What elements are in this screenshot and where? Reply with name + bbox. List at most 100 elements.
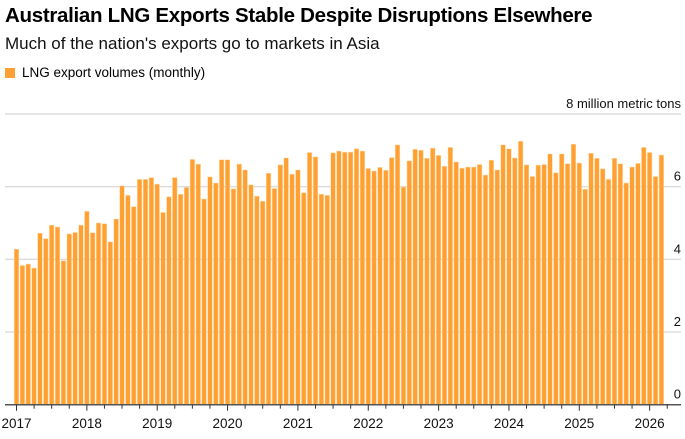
bar bbox=[529, 176, 535, 405]
bar bbox=[142, 179, 149, 405]
bar bbox=[289, 174, 295, 405]
bar bbox=[166, 196, 172, 405]
bar bbox=[101, 223, 107, 405]
chart-subtitle: Much of the nation's exports go to marke… bbox=[5, 34, 380, 53]
bar bbox=[459, 167, 465, 405]
bar bbox=[559, 153, 565, 405]
bar bbox=[547, 153, 553, 405]
y-tick-label: 8 million metric tons bbox=[566, 96, 681, 111]
bar bbox=[635, 163, 641, 405]
bar bbox=[512, 157, 518, 405]
bar bbox=[207, 176, 213, 405]
x-tick-label: 2017 bbox=[1, 416, 31, 431]
bar bbox=[266, 172, 272, 405]
bar bbox=[318, 194, 324, 405]
x-tick-label: 2024 bbox=[494, 416, 525, 431]
bar bbox=[31, 267, 37, 405]
bar bbox=[576, 162, 582, 405]
bar bbox=[588, 152, 594, 405]
bar bbox=[336, 150, 342, 405]
bar bbox=[271, 188, 277, 405]
bar bbox=[225, 159, 231, 405]
bar bbox=[383, 170, 389, 405]
bar bbox=[565, 163, 571, 405]
bar bbox=[348, 151, 354, 405]
bar bbox=[541, 164, 547, 405]
bar bbox=[201, 198, 207, 405]
bar bbox=[131, 206, 137, 405]
bar bbox=[482, 174, 489, 405]
x-tick-label: 2022 bbox=[353, 416, 383, 431]
bar bbox=[353, 148, 360, 405]
y-tick-label: 0 bbox=[674, 387, 681, 402]
bar bbox=[658, 154, 664, 405]
bar bbox=[301, 192, 307, 405]
bar bbox=[330, 152, 336, 405]
bar bbox=[582, 188, 588, 405]
bar bbox=[477, 164, 483, 405]
bar bbox=[600, 168, 606, 405]
bar bbox=[49, 224, 55, 405]
bar bbox=[72, 232, 78, 405]
bar bbox=[178, 194, 184, 405]
bar bbox=[84, 211, 90, 405]
bar bbox=[441, 166, 448, 405]
bar bbox=[189, 159, 195, 405]
bar bbox=[43, 238, 49, 405]
bar bbox=[90, 232, 96, 405]
bar bbox=[277, 164, 283, 405]
legend-label: LNG export volumes (monthly) bbox=[22, 65, 206, 80]
bar bbox=[66, 233, 72, 405]
bar bbox=[570, 143, 576, 405]
bar bbox=[389, 157, 395, 405]
bar bbox=[506, 148, 512, 405]
bar bbox=[418, 150, 424, 405]
y-tick-label: 6 bbox=[674, 169, 681, 184]
bar bbox=[60, 260, 66, 405]
bar bbox=[406, 160, 412, 405]
bar bbox=[611, 158, 618, 405]
bar bbox=[213, 182, 219, 405]
bar bbox=[377, 167, 383, 405]
bar bbox=[518, 141, 524, 405]
x-tick-label: 2021 bbox=[283, 416, 313, 431]
bar bbox=[465, 166, 471, 405]
y-tick-label: 4 bbox=[674, 241, 681, 256]
bar bbox=[160, 212, 166, 405]
bar bbox=[453, 161, 459, 405]
bar bbox=[359, 150, 365, 405]
bar bbox=[553, 172, 559, 405]
x-tick-label: 2018 bbox=[72, 416, 102, 431]
bar bbox=[219, 159, 225, 405]
bar bbox=[307, 152, 313, 405]
bar bbox=[25, 263, 31, 405]
bar bbox=[54, 226, 61, 405]
bar bbox=[125, 195, 131, 405]
bar bbox=[254, 195, 260, 405]
bar bbox=[400, 186, 406, 405]
bar bbox=[594, 158, 600, 405]
bar bbox=[137, 179, 143, 405]
bar bbox=[78, 224, 84, 405]
bar bbox=[154, 183, 160, 405]
bar bbox=[447, 147, 453, 405]
bar bbox=[37, 232, 43, 405]
bar bbox=[617, 163, 623, 405]
bar bbox=[488, 159, 494, 405]
y-tick-label: 2 bbox=[674, 314, 681, 329]
bar bbox=[107, 241, 113, 405]
legend-swatch bbox=[5, 67, 15, 78]
bar bbox=[647, 152, 653, 405]
bar bbox=[641, 147, 647, 405]
bar bbox=[183, 187, 190, 405]
bar bbox=[629, 166, 635, 405]
x-tick-label: 2026 bbox=[635, 416, 665, 431]
bar bbox=[471, 166, 477, 405]
bar bbox=[295, 169, 301, 405]
bar bbox=[523, 164, 530, 405]
bar bbox=[242, 169, 248, 405]
bar bbox=[119, 185, 125, 405]
bar bbox=[13, 248, 20, 405]
bar bbox=[535, 164, 541, 405]
